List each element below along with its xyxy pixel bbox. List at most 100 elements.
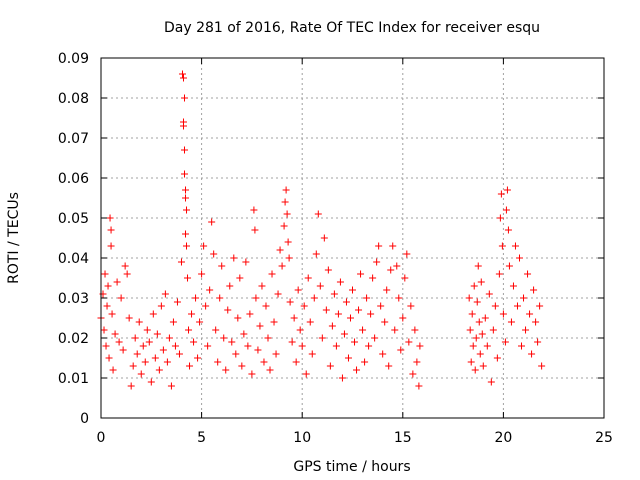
data-point [369,274,377,282]
data-point [497,190,505,198]
data-point [101,270,109,278]
data-point [107,242,115,250]
data-point [300,302,308,310]
data-point [511,242,519,250]
data-point [149,310,157,318]
data-point [491,302,499,310]
data-point [520,294,528,302]
data-point [119,346,127,354]
data-point [135,318,143,326]
data-point [179,74,187,82]
data-point [349,286,356,294]
data-point [479,362,487,370]
grid [101,58,604,418]
data-point [161,290,169,298]
data-point [485,290,493,298]
data-point [202,302,210,310]
data-point [145,338,153,346]
data-point [355,306,363,314]
chart-title: Day 281 of 2016, Rate Of TEC Index for r… [164,20,540,36]
data-point [246,310,254,318]
data-point [530,286,538,294]
data-point [318,334,326,342]
data-point [206,286,214,294]
data-point [180,170,188,178]
data-point [397,346,405,354]
data-point [330,290,338,298]
data-point [107,226,115,234]
data-point [182,194,190,202]
data-point [399,314,407,322]
data-point [230,254,238,262]
data-point [326,362,334,370]
data-point [538,362,546,370]
data-point [178,70,186,78]
data-point [304,274,312,282]
data-point [182,186,190,194]
data-point [210,250,218,258]
y-tick-label: 0.02 [58,331,89,347]
data-point [264,334,272,342]
data-point [180,94,188,102]
data-point [534,338,542,346]
data-point [324,266,332,274]
data-point [328,322,336,330]
data-point [371,334,379,342]
data-point [232,350,240,358]
data-point [242,258,250,266]
data-point [171,342,179,350]
data-point [256,322,264,330]
data-point [381,318,389,326]
data-point [272,350,280,358]
data-point [363,294,371,302]
y-tick-label: 0 [80,411,89,427]
data-point [115,338,123,346]
data-point [407,302,415,310]
data-point [493,354,501,362]
data-point [194,354,202,362]
y-tick-label: 0.04 [58,251,89,267]
data-point [248,370,256,378]
data-point [532,318,540,326]
data-point [351,338,359,346]
data-point [471,366,479,374]
data-point [218,262,226,270]
data-point [468,310,476,318]
data-point [109,366,117,374]
x-tick-label: 20 [494,430,512,446]
data-point [228,338,236,346]
data-point [252,294,260,302]
data-point [413,358,421,366]
data-point [498,242,506,250]
data-point [336,278,344,286]
data-point [222,366,230,374]
data-point [103,302,111,310]
data-point [478,330,486,338]
data-point [151,354,159,362]
data-point [204,342,212,350]
data-point [409,370,417,378]
data-point [522,326,530,334]
data-point [133,350,141,358]
data-point [185,326,193,334]
data-point [306,318,314,326]
data-point [180,146,188,154]
data-point [117,294,125,302]
data-point [127,382,135,390]
data-point [139,342,147,350]
data-point [173,298,181,306]
data-point [518,342,526,350]
data-point [357,270,365,278]
data-point [290,314,298,322]
data-point [167,382,175,390]
data-point [383,286,391,294]
y-tick-label: 0.07 [58,131,89,147]
data-point [192,294,200,302]
data-point [292,358,300,366]
data-point [284,238,292,246]
data-point [475,318,483,326]
data-point [387,266,395,274]
data-point [466,326,474,334]
data-point [236,274,244,282]
data-point [258,282,266,290]
